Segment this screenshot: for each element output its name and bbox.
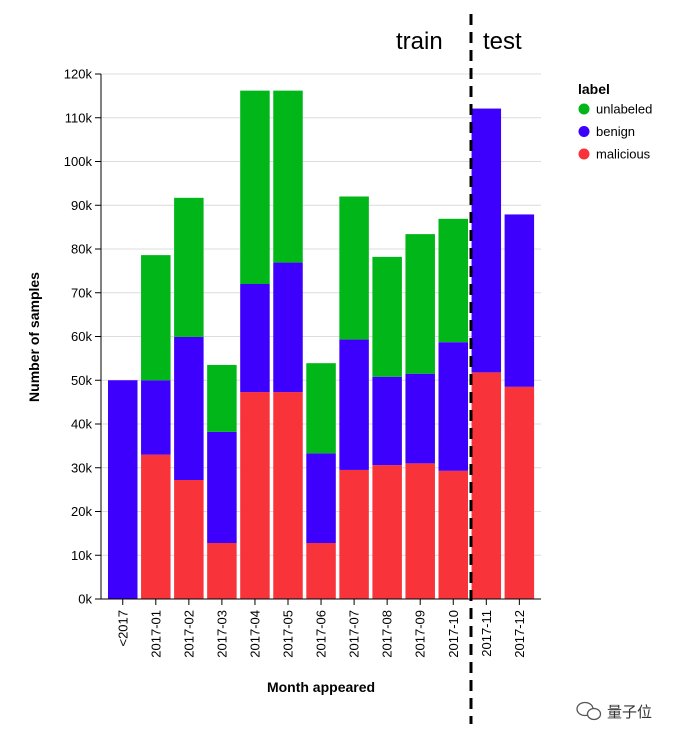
bar-benign xyxy=(504,214,535,387)
x-tick-label: 2017-03 xyxy=(214,610,229,658)
bar-malicious xyxy=(174,480,204,599)
wechat-icon xyxy=(576,701,602,721)
bar-unlabeled xyxy=(207,364,237,432)
bar-unlabeled xyxy=(273,90,303,263)
x-tick-label: 2017-02 xyxy=(181,610,196,658)
axes xyxy=(95,73,541,605)
bar-malicious xyxy=(306,543,336,599)
y-tick-label: 80k xyxy=(71,242,92,257)
legend-label-malicious: malicious xyxy=(596,147,651,162)
legend: label unlabeled benign malicious xyxy=(578,81,652,162)
y-tick-label: 40k xyxy=(71,417,92,432)
legend-swatch-malicious xyxy=(578,148,590,160)
bar-benign xyxy=(438,342,468,471)
bar-unlabeled xyxy=(240,90,270,284)
bar-benign xyxy=(141,380,171,455)
bar-unlabeled xyxy=(306,363,336,454)
legend-label-unlabeled: unlabeled xyxy=(596,102,652,117)
bar-malicious xyxy=(372,465,402,599)
bar-benign xyxy=(273,262,303,393)
bar-malicious xyxy=(273,392,303,599)
x-tick-label: <2017 xyxy=(115,610,130,647)
y-tick-label: 10k xyxy=(71,548,92,563)
legend-label-benign: benign xyxy=(596,124,635,139)
x-tick-label: 2017-08 xyxy=(380,610,395,658)
bar-benign xyxy=(471,108,502,373)
bar-benign xyxy=(405,373,435,464)
legend-title: label xyxy=(578,81,610,97)
watermark: 量子位 xyxy=(576,701,652,721)
bar-unlabeled xyxy=(339,196,369,340)
watermark-text: 量子位 xyxy=(607,703,652,721)
bar-malicious xyxy=(240,392,270,599)
bar-malicious xyxy=(471,372,502,599)
bars xyxy=(108,90,535,599)
bar-benign xyxy=(174,336,204,480)
x-tick-label: 2017-07 xyxy=(347,610,362,658)
x-tick-label: 2017-05 xyxy=(281,610,296,658)
y-tick-label: 70k xyxy=(71,285,92,300)
bar-unlabeled xyxy=(405,234,435,374)
bar-malicious xyxy=(141,454,171,599)
y-tick-label: 120k xyxy=(64,67,93,82)
x-tick-label: 2017-06 xyxy=(314,610,329,658)
y-tick-label: 90k xyxy=(71,198,92,213)
y-tick-label: 60k xyxy=(71,329,92,344)
y-tick-labels: 0k 10k 20k 30k 40k 50k 60k 70k 80k 90k 100k 110k 120… xyxy=(64,67,93,607)
bar-malicious xyxy=(207,543,237,599)
bar-malicious xyxy=(504,386,535,599)
y-tick-label: 0k xyxy=(78,592,92,607)
bar-malicious xyxy=(438,470,468,599)
bar-malicious xyxy=(339,469,369,599)
x-tick-labels: <2017 2017-01 2017-02 2017-03 2017-04 2017-05… xyxy=(115,610,527,658)
legend-swatch-unlabeled xyxy=(578,103,590,115)
x-tick-label: 2017-11 xyxy=(479,610,494,657)
y-tick-label: 50k xyxy=(71,373,92,388)
bar-unlabeled xyxy=(372,256,402,377)
train-label: train xyxy=(396,28,443,55)
bar-unlabeled xyxy=(174,197,204,337)
bar-unlabeled xyxy=(141,255,171,381)
y-tick-label: 20k xyxy=(71,504,92,519)
x-tick-label: 2017-09 xyxy=(413,610,428,658)
bar-malicious xyxy=(405,463,435,599)
test-label: test xyxy=(483,28,522,55)
bar-benign xyxy=(339,339,369,470)
x-tick-label: 2017-12 xyxy=(512,610,527,658)
bar-benign xyxy=(372,376,402,466)
y-tick-label: 100k xyxy=(64,154,93,169)
y-tick-label: 110k xyxy=(65,110,93,125)
bar-unlabeled xyxy=(438,218,468,343)
x-tick-label: 2017-01 xyxy=(148,610,163,658)
bar-benign xyxy=(207,431,237,543)
y-tick-label: 30k xyxy=(71,460,92,475)
legend-swatch-benign xyxy=(578,126,590,137)
bar-benign xyxy=(108,380,138,599)
x-axis-title: Month appeared xyxy=(267,679,375,695)
x-tick-label: 2017-10 xyxy=(446,610,461,658)
y-axis-title: Number of samples xyxy=(26,272,42,402)
x-tick-label: 2017-04 xyxy=(247,610,262,658)
bar-benign xyxy=(240,284,270,393)
bar-benign xyxy=(306,453,336,543)
